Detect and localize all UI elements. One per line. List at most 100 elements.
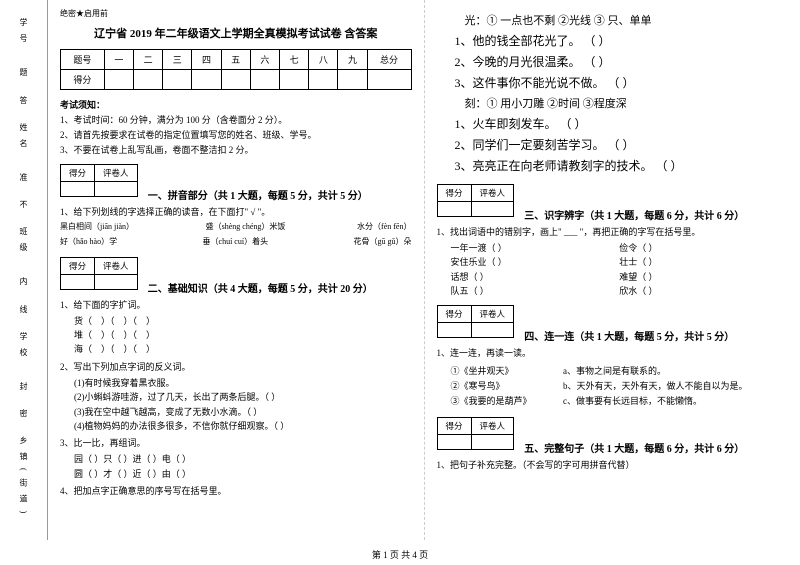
- binding-mark: 不: [18, 199, 29, 210]
- g2: 2、今晚的月光很温柔。 （ ）: [455, 53, 789, 70]
- notice-item: 3、不要在试卷上乱写乱画，卷面不整洁扣 2 分。: [60, 143, 412, 156]
- score-cell[interactable]: [134, 70, 163, 90]
- binding-label: 姓名: [18, 123, 29, 155]
- binding-mark: 线: [18, 304, 29, 315]
- g1: 1、他的钱全部花光了。 （ ）: [455, 32, 789, 49]
- score-cell[interactable]: [280, 70, 309, 90]
- th: 四: [192, 50, 221, 70]
- q1-item: 盛（shèng chéng）米饭: [206, 221, 286, 234]
- th: 九: [338, 50, 367, 70]
- q2-2-lines: (1)有时候我穿着黑衣服。 (2)小蝌蚪游哇游，过了几天，长出了两条后腿。（ ）…: [74, 376, 412, 434]
- q4-left: ①《坐井观天》: [451, 364, 564, 378]
- section-3-title: 三、识字辨字（共 1 大题，每题 6 分，共计 6 分）: [524, 211, 744, 222]
- guang-def: 光：① 一点也不剩 ②光线 ③ 只、单单: [465, 12, 789, 28]
- grader-cell[interactable]: [95, 274, 138, 289]
- q2-1-lines: 货（ ）（ ）（ ） 堆（ ）（ ）（ ） 海（ ）（ ）（ ）: [74, 314, 412, 357]
- q2-line: (4)植物妈妈的办法很多很多，不信你就仔细观察。（ ）: [74, 419, 412, 433]
- secret-label: 绝密★启用前: [60, 8, 412, 19]
- grader-box: 得分 评卷人: [437, 305, 515, 338]
- grader-cell[interactable]: [61, 182, 95, 197]
- binding-mark: 准: [18, 172, 29, 183]
- grader-score-label: 得分: [61, 165, 95, 182]
- q4-stem: 1、连一连，再读一读。: [437, 346, 789, 359]
- grader-cell[interactable]: [437, 202, 471, 217]
- q2-row: 堆（ ）（ ）（ ）: [74, 328, 412, 342]
- binding-label: 乡镇(街道): [18, 436, 29, 521]
- binding-margin: 学号 题 答 姓名 准 不 班级 内 线 学校 封 密 乡镇(街道): [0, 0, 48, 540]
- notice-block: 考试须知： 1、考试时间：60 分钟，满分为 100 分（含卷面分 2 分）。 …: [60, 98, 412, 156]
- q2-2-stem: 2、写出下列加点字词的反义词。: [60, 360, 412, 373]
- grader-score-label: 得分: [61, 257, 95, 274]
- left-column: 绝密★启用前 辽宁省 2019 年二年级语文上学期全真模拟考试试卷 含答案 题号…: [48, 0, 425, 540]
- score-cell[interactable]: [338, 70, 367, 90]
- th: 五: [221, 50, 250, 70]
- q2-line: (3)我在空中越飞越高，变成了无数小水滴。（ ）: [74, 405, 412, 419]
- q3-item: 俭令（ ）: [619, 241, 788, 255]
- q2-4-stem: 4、把加点字正确意思的序号写在括号里。: [60, 484, 412, 497]
- score-cell[interactable]: [309, 70, 338, 90]
- grader-cell[interactable]: [61, 274, 95, 289]
- binding-mark: 封: [18, 381, 29, 392]
- g3: 3、这件事你不能光说不做。 （ ）: [455, 74, 789, 91]
- grader-cell[interactable]: [471, 322, 514, 337]
- score-cell[interactable]: [250, 70, 279, 90]
- th: 八: [309, 50, 338, 70]
- grader-box: 得分 评卷人: [437, 184, 515, 217]
- grader-cell[interactable]: [95, 182, 138, 197]
- q2-pair: 圆（ ）才（ ）近（ ）由（ ）: [74, 467, 412, 481]
- q3-item: 壮士（ ）: [619, 255, 788, 269]
- grader-cell[interactable]: [437, 434, 471, 449]
- score-cell[interactable]: [192, 70, 221, 90]
- q1-item: 花骨（gū gǔ）朵: [354, 236, 412, 249]
- grader-cell[interactable]: [437, 322, 471, 337]
- grader-name-label: 评卷人: [95, 257, 138, 274]
- k3: 3、亮亮正在向老师请教刻字的技术。 （ ）: [455, 157, 789, 174]
- binding-mark: 内: [18, 276, 29, 287]
- q2-row: 货（ ）（ ）（ ）: [74, 314, 412, 328]
- q2-line: (1)有时候我穿着黑衣服。: [74, 376, 412, 390]
- th: 总分: [367, 50, 411, 70]
- grader-cell[interactable]: [471, 434, 514, 449]
- q2-3-stem: 3、比一比，再组词。: [60, 436, 412, 449]
- grader-name-label: 评卷人: [95, 165, 138, 182]
- th: 七: [280, 50, 309, 70]
- notice-item: 2、请首先按要求在试卷的指定位置填写您的姓名、班级、学号。: [60, 128, 412, 141]
- q1-stem: 1、给下列划线的字选择正确的读音，在下面打" √ "。: [60, 205, 412, 218]
- notice-item: 1、考试时间：60 分钟，满分为 100 分（含卷面分 2 分）。: [60, 113, 412, 126]
- q3-stem: 1、找出词语中的错别字，画上" ___ "，再把正确的字写在括号里。: [437, 225, 789, 238]
- score-cell[interactable]: [104, 70, 133, 90]
- q2-3-lines: 园（ ）只（ ）进（ ）电（ ） 圆（ ）才（ ）近（ ）由（ ）: [74, 452, 412, 481]
- th: 一: [104, 50, 133, 70]
- page-container: 学号 题 答 姓名 准 不 班级 内 线 学校 封 密 乡镇(街道) 绝密★启用…: [0, 0, 800, 540]
- q1-item: 水分（fèn fēn）: [357, 221, 411, 234]
- score-cell[interactable]: [367, 70, 411, 90]
- notice-heading: 考试须知：: [60, 98, 412, 111]
- q4-right: b、天外有天，天外有天，做人不能自以为是。: [563, 379, 788, 393]
- table-row: 得分: [61, 70, 412, 90]
- binding-label: 班级: [18, 227, 29, 259]
- q4-left: ②《寒号鸟》: [451, 379, 564, 393]
- th: 题号: [61, 50, 105, 70]
- score-cell[interactable]: [221, 70, 250, 90]
- q3-item: 难望（ ）: [619, 270, 788, 284]
- q3-item: 话想（ ）: [451, 270, 620, 284]
- grader-box: 得分 评卷人: [60, 164, 138, 197]
- grader-score-label: 得分: [437, 185, 471, 202]
- q4-grid: ①《坐井观天》 ②《寒号鸟》 ③《我要的是葫芦》 a、事物之间是有联系的。 b、…: [451, 362, 789, 411]
- q4-right: c、做事要有长远目标，不能懒惰。: [563, 394, 788, 408]
- q1-row: 好（hǎo hào）学 垂（chuí cuí）着头 花骨（gū gǔ）朵: [60, 236, 412, 249]
- q4-right: a、事物之间是有联系的。: [563, 364, 788, 378]
- score-cell[interactable]: [163, 70, 192, 90]
- table-row: 题号 一 二 三 四 五 六 七 八 九 总分: [61, 50, 412, 70]
- q3-item: 队五（ ）: [451, 284, 620, 298]
- grader-cell[interactable]: [471, 202, 514, 217]
- q3-item: 安住乐业（ ）: [451, 255, 620, 269]
- score-table: 题号 一 二 三 四 五 六 七 八 九 总分 得分: [60, 49, 412, 90]
- grader-box: 得分 评卷人: [437, 417, 515, 450]
- binding-mark: 密: [18, 408, 29, 419]
- right-column: 光：① 一点也不剩 ②光线 ③ 只、单单 1、他的钱全部花光了。 （ ） 2、今…: [425, 0, 800, 540]
- th: 三: [163, 50, 192, 70]
- q3-item: 欣水（ ）: [619, 284, 788, 298]
- grader-name-label: 评卷人: [471, 417, 514, 434]
- exam-title: 辽宁省 2019 年二年级语文上学期全真模拟考试试卷 含答案: [60, 25, 412, 41]
